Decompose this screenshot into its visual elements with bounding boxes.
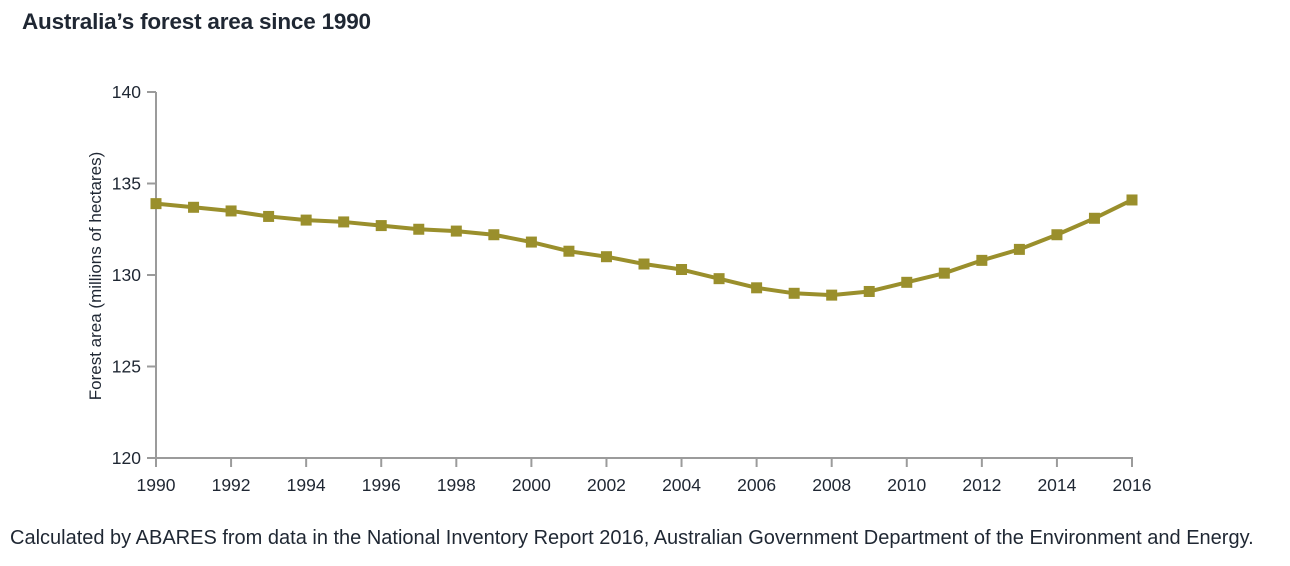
data-point-marker — [1088, 212, 1100, 224]
data-point-marker — [1051, 229, 1063, 241]
data-point-marker — [901, 276, 913, 288]
data-point-marker — [826, 289, 838, 301]
data-point-marker — [563, 245, 575, 257]
x-tick-label: 2016 — [1113, 475, 1152, 495]
data-point-marker — [488, 229, 500, 241]
x-tick-label: 1998 — [437, 475, 476, 495]
data-point-marker — [676, 264, 688, 276]
data-point-marker — [713, 273, 725, 285]
data-point-marker — [788, 287, 800, 299]
data-point-marker — [188, 201, 200, 213]
x-tick-label: 2002 — [587, 475, 626, 495]
data-point-marker — [938, 267, 950, 279]
x-tick-label: 1996 — [362, 475, 401, 495]
x-tick-label: 2000 — [512, 475, 551, 495]
x-tick-label: 1994 — [287, 475, 326, 495]
y-tick-label: 135 — [112, 174, 141, 194]
source-caption: Calculated by ABARES from data in the Na… — [10, 527, 1254, 549]
y-tick-label: 130 — [112, 265, 141, 285]
x-tick-label: 2008 — [812, 475, 851, 495]
data-point-marker — [375, 220, 387, 232]
data-point-marker — [1126, 194, 1138, 206]
data-point-marker — [225, 205, 237, 217]
x-tick-label: 1990 — [137, 475, 176, 495]
data-point-marker — [263, 210, 275, 222]
data-point-marker — [638, 258, 650, 270]
data-point-marker — [1013, 243, 1025, 255]
y-tick-label: 140 — [112, 82, 141, 102]
x-tick-label: 2012 — [962, 475, 1001, 495]
y-tick-label: 120 — [112, 448, 141, 468]
x-tick-label: 2010 — [887, 475, 926, 495]
data-point-marker — [413, 223, 425, 235]
forest-area-series-line — [154, 197, 1134, 298]
x-tick-label: 2014 — [1037, 475, 1076, 495]
data-point-marker — [300, 214, 312, 226]
data-point-marker — [751, 282, 763, 294]
data-point-marker — [450, 225, 462, 237]
x-tick-label: 2004 — [662, 475, 701, 495]
data-point-marker — [863, 285, 875, 297]
y-tick-label: 125 — [112, 357, 141, 377]
data-point-marker — [338, 216, 350, 228]
data-point-marker — [525, 236, 537, 248]
x-tick-label: 1992 — [212, 475, 251, 495]
data-point-marker — [976, 254, 988, 266]
chart-title: Australia’s forest area since 1990 — [22, 9, 371, 34]
x-tick-label: 2006 — [737, 475, 776, 495]
data-point-marker — [150, 198, 162, 210]
data-point-marker — [600, 251, 612, 263]
